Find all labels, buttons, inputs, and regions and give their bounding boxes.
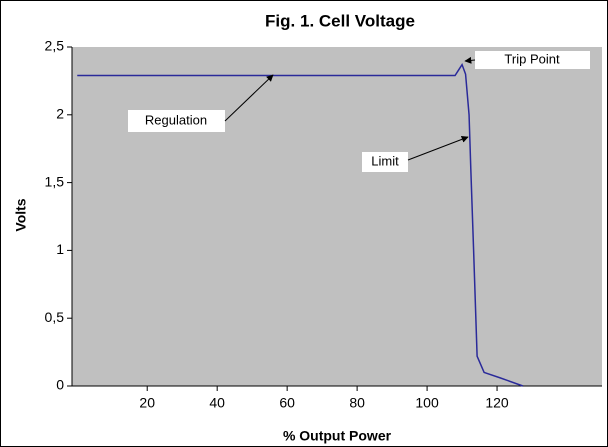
line <box>77 62 524 387</box>
x-tick-label: 100 <box>415 395 439 411</box>
y-tick-label: 1 <box>56 241 64 257</box>
arrow <box>224 74 274 122</box>
y-tick-label: 1,5 <box>45 173 65 189</box>
x-tick-label: 20 <box>139 395 155 411</box>
annotation: Trip Point <box>504 51 560 66</box>
chart-title: Fig. 1. Cell Voltage <box>265 11 415 30</box>
annotation-box <box>128 110 225 132</box>
x-axis-label: % Output Power <box>283 428 392 444</box>
annotation-box <box>475 51 590 69</box>
x-tick-label: 40 <box>209 395 225 411</box>
annotation-box <box>362 152 408 172</box>
annotation: Regulation <box>145 112 207 127</box>
x-tick-label: 120 <box>485 395 509 411</box>
plot-area <box>72 47 602 386</box>
y-axis-label: Volts <box>13 198 29 231</box>
x-tick-label: 60 <box>279 395 295 411</box>
arrow <box>464 56 476 64</box>
y-tick-label: 0 <box>56 377 64 393</box>
y-tick-label: 0,5 <box>45 309 65 325</box>
x-tick-label: 80 <box>349 395 365 411</box>
y-tick-label: 2,5 <box>45 38 65 54</box>
y-tick-label: 2 <box>56 106 64 122</box>
arrow <box>407 135 469 161</box>
annotation: Limit <box>371 153 399 168</box>
